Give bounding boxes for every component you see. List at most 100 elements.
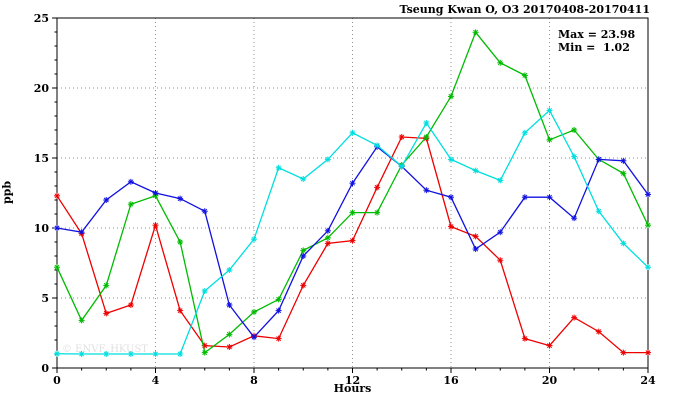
data-point-marker-red [472, 233, 479, 240]
x-tick-label: 12 [345, 374, 360, 387]
data-point-marker-cyan [398, 163, 405, 170]
chart-title: Tseung Kwan O, O3 20170408-20170411 [399, 3, 650, 16]
data-point-marker-cyan [521, 129, 528, 136]
data-point-marker-blue [521, 194, 528, 201]
x-tick-label: 24 [640, 374, 656, 387]
data-point-marker-cyan [423, 120, 430, 126]
data-point-marker-cyan [571, 153, 578, 160]
x-tick-label: 20 [542, 374, 558, 387]
y-tick-label: 5 [41, 292, 49, 305]
data-point-marker-blue [645, 191, 651, 198]
data-point-marker-cyan [472, 167, 479, 174]
data-point-marker-blue [595, 156, 602, 163]
data-point-marker-blue [226, 302, 233, 308]
data-point-marker-red [620, 349, 627, 356]
x-tick-label: 4 [152, 374, 160, 387]
data-point-marker-green [127, 201, 134, 208]
data-point-marker-blue [152, 190, 159, 196]
data-point-marker-green [472, 29, 479, 36]
data-point-marker-red [177, 307, 184, 314]
data-point-marker-blue [177, 195, 184, 202]
data-point-marker-cyan [78, 351, 85, 357]
data-point-marker-blue [620, 157, 627, 164]
data-point-marker-blue [127, 178, 134, 185]
data-point-marker-cyan [546, 107, 553, 114]
x-tick-label: 16 [443, 374, 459, 387]
data-point-marker-green [349, 209, 356, 216]
data-point-marker-red [398, 134, 405, 140]
data-point-marker-cyan [645, 264, 651, 271]
data-point-marker-cyan [300, 176, 307, 182]
data-point-marker-green [645, 222, 651, 229]
x-tick-label: 0 [53, 374, 61, 387]
data-point-marker-blue [275, 307, 282, 314]
data-point-marker-blue [324, 227, 331, 234]
data-point-marker-red [521, 335, 528, 342]
y-axis-label: ppb [0, 180, 14, 205]
data-point-marker-cyan [103, 351, 110, 357]
data-point-marker-red [226, 344, 233, 350]
data-point-marker-blue [251, 334, 257, 341]
stats-annotation: Max = 23.98 Min = 1.02 [558, 28, 635, 54]
data-point-marker-blue [103, 197, 110, 203]
data-point-marker-cyan [448, 156, 454, 163]
data-point-marker-red [275, 335, 282, 342]
data-point-marker-blue [571, 215, 578, 222]
series-line-green [56, 30, 649, 354]
data-point-marker-cyan [251, 236, 257, 243]
data-point-marker-blue [201, 208, 208, 215]
data-point-marker-red [374, 184, 381, 191]
data-point-marker-red [127, 302, 134, 308]
data-point-marker-green [103, 282, 110, 289]
data-point-marker-cyan [324, 156, 331, 163]
data-point-marker-blue [472, 246, 479, 252]
data-point-marker-blue [54, 225, 60, 231]
max-value-label: Max = 23.98 [558, 28, 636, 41]
data-point-marker-red [497, 257, 504, 264]
data-point-marker-blue [448, 194, 454, 201]
data-point-marker-cyan [595, 208, 602, 215]
y-tick-label: 25 [34, 12, 49, 25]
data-point-marker-green [251, 309, 257, 315]
data-point-marker-red [103, 310, 110, 317]
data-point-marker-red [546, 342, 553, 349]
data-point-marker-blue [349, 180, 356, 187]
data-point-marker-red [324, 240, 331, 247]
data-point-marker-green [448, 93, 454, 100]
min-value-label: Min = 1.02 [558, 41, 630, 54]
y-tick-label: 20 [34, 82, 50, 95]
data-point-marker-red [595, 328, 602, 335]
data-point-marker-cyan [349, 129, 356, 136]
data-point-marker-cyan [127, 351, 134, 357]
watermark: © ENVF, HKUST [62, 344, 148, 355]
data-point-marker-red [645, 349, 651, 356]
data-point-marker-green [275, 296, 282, 303]
data-point-marker-green [620, 170, 627, 177]
data-point-marker-green [226, 331, 233, 338]
data-point-marker-cyan [201, 288, 208, 294]
data-point-marker-green [54, 264, 60, 271]
data-point-marker-green [374, 209, 381, 216]
data-point-marker-green [521, 72, 528, 79]
data-point-marker-cyan [620, 240, 627, 247]
data-point-marker-cyan [497, 177, 504, 184]
data-point-marker-cyan [275, 164, 282, 171]
data-point-marker-red [448, 223, 454, 230]
data-point-marker-green [201, 349, 208, 356]
data-point-marker-cyan [374, 142, 381, 149]
data-point-marker-cyan [226, 267, 233, 273]
data-point-marker-blue [78, 229, 85, 236]
data-point-marker-green [423, 134, 430, 140]
data-point-marker-red [152, 222, 159, 229]
data-point-marker-blue [423, 187, 430, 194]
data-point-marker-green [497, 59, 504, 66]
data-point-marker-red [54, 192, 60, 199]
data-point-marker-green [78, 317, 85, 324]
data-point-marker-cyan [54, 350, 60, 357]
data-point-marker-red [571, 314, 578, 321]
data-point-marker-blue [546, 194, 553, 201]
data-point-marker-cyan [152, 351, 159, 357]
y-tick-label: 10 [34, 222, 50, 235]
